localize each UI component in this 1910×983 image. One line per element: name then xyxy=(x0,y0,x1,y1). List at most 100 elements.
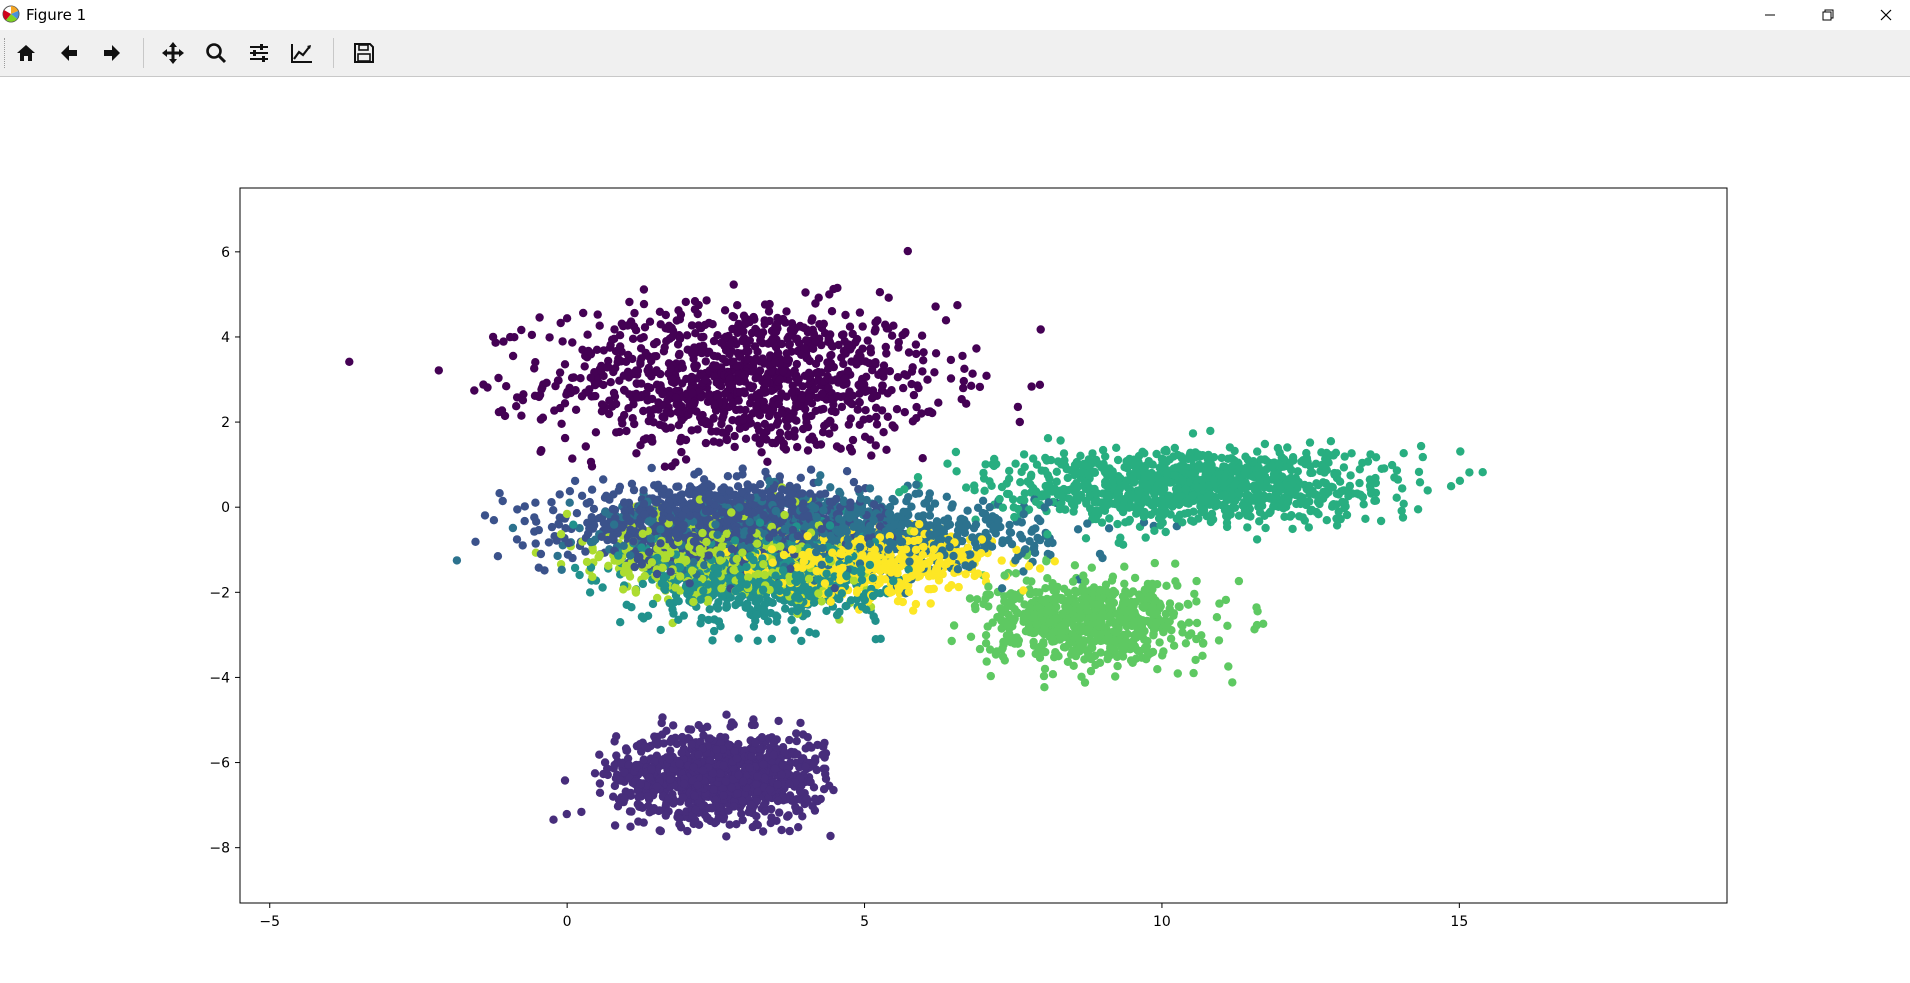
scatter-point xyxy=(694,721,703,730)
scatter-point xyxy=(674,615,683,624)
scatter-point xyxy=(1224,662,1233,671)
home-button[interactable] xyxy=(10,38,42,68)
scatter-point xyxy=(1017,467,1026,477)
scatter-point xyxy=(480,511,490,520)
scatter-point xyxy=(653,593,662,603)
scatter-point xyxy=(970,481,979,490)
scatter-point xyxy=(612,732,621,741)
scatter-point xyxy=(1035,564,1045,573)
scatter-point xyxy=(863,336,872,345)
scatter-point xyxy=(1355,465,1365,474)
minimize-button[interactable] xyxy=(1742,0,1798,30)
scatter-point xyxy=(948,500,957,509)
matplotlib-logo-icon xyxy=(2,5,20,23)
scatter-point xyxy=(951,447,961,457)
scatter-point xyxy=(647,463,656,473)
scatter-point xyxy=(623,754,633,763)
pan-button[interactable] xyxy=(157,38,189,68)
scatter-point xyxy=(508,351,518,361)
back-button[interactable] xyxy=(53,38,85,68)
scatter-point xyxy=(1188,429,1198,438)
edit-axis-button[interactable] xyxy=(286,38,318,68)
scatter-point xyxy=(735,405,745,414)
scatter-point xyxy=(647,356,656,366)
scatter-point xyxy=(1019,567,1028,576)
scatter-point xyxy=(970,601,980,611)
scatter-point xyxy=(1070,561,1080,570)
scatter-point xyxy=(1141,533,1150,542)
scatter-point xyxy=(1184,618,1194,627)
scatter-point xyxy=(890,497,899,506)
scatter-point xyxy=(612,751,621,760)
scatter-point xyxy=(560,433,570,443)
scatter-point xyxy=(1392,493,1401,502)
scatter-point xyxy=(1062,465,1072,474)
scatter-point xyxy=(988,618,997,627)
scatter-point xyxy=(957,395,966,404)
scatter-point xyxy=(636,334,645,343)
subplots-button[interactable] xyxy=(243,38,275,68)
scatter-point xyxy=(1107,576,1117,585)
scatter-point xyxy=(1013,402,1023,412)
scatter-point xyxy=(822,419,832,428)
scatter-point xyxy=(544,538,554,547)
scatter-point xyxy=(826,483,835,492)
scatter-point xyxy=(1326,437,1336,446)
scatter-point xyxy=(591,428,601,437)
forward-button[interactable] xyxy=(96,38,128,68)
zoom-button[interactable] xyxy=(200,38,232,68)
scatter-point xyxy=(952,467,961,476)
scatter-point xyxy=(508,523,518,533)
scatter-point xyxy=(1153,665,1162,674)
scatter-point xyxy=(841,310,850,320)
scatter-point xyxy=(531,498,540,507)
scatter-point xyxy=(590,769,600,778)
scatter-point xyxy=(837,402,847,412)
restore-button[interactable] xyxy=(1800,0,1856,30)
scatter-point xyxy=(1192,618,1202,628)
scatter-point xyxy=(1171,559,1180,568)
scatter-point xyxy=(675,333,685,342)
scatter-point xyxy=(640,571,649,581)
scatter-point xyxy=(735,424,745,433)
scatter-point xyxy=(992,459,1001,469)
scatter-point xyxy=(801,288,810,297)
scatter-point xyxy=(1130,573,1140,583)
scatter-point xyxy=(981,571,990,581)
scatter-point xyxy=(587,485,597,494)
scatter-point xyxy=(758,827,768,836)
scatter-point xyxy=(790,426,799,435)
scatter-point xyxy=(938,570,947,579)
scatter-point xyxy=(930,368,939,377)
scatter-point xyxy=(1446,482,1456,491)
scatter-point xyxy=(576,374,585,383)
scatter-point xyxy=(1230,446,1239,456)
scatter-point xyxy=(709,626,719,636)
scatter-point xyxy=(797,636,806,646)
close-button[interactable] xyxy=(1858,0,1910,30)
figure-canvas[interactable]: −5 0 5 10 15 −8 −6 −4 −2 0 2 4 6 xyxy=(0,77,1910,983)
scatter-point xyxy=(737,809,746,819)
scatter-point xyxy=(785,735,794,745)
scatter-point xyxy=(701,357,710,366)
scatter-point xyxy=(717,419,726,429)
scatter-point xyxy=(796,473,805,482)
scatter-point xyxy=(817,597,826,606)
scatter-point xyxy=(783,422,792,431)
scatter-point xyxy=(1283,443,1292,452)
scatter-point xyxy=(1048,670,1058,679)
scatter-point xyxy=(1243,523,1252,532)
scatter-point xyxy=(1069,661,1078,670)
scatter-point xyxy=(730,442,739,452)
scatter-point xyxy=(1162,581,1171,590)
scatter-point xyxy=(845,322,855,331)
scatter-point xyxy=(842,467,852,476)
scatter-point xyxy=(783,812,792,821)
arrow-left-icon xyxy=(61,45,77,61)
scatter-point xyxy=(849,477,859,487)
scatter-point xyxy=(1032,460,1042,469)
save-button[interactable] xyxy=(348,38,380,68)
scatter-point xyxy=(981,631,991,640)
scatter-point xyxy=(1207,509,1217,519)
